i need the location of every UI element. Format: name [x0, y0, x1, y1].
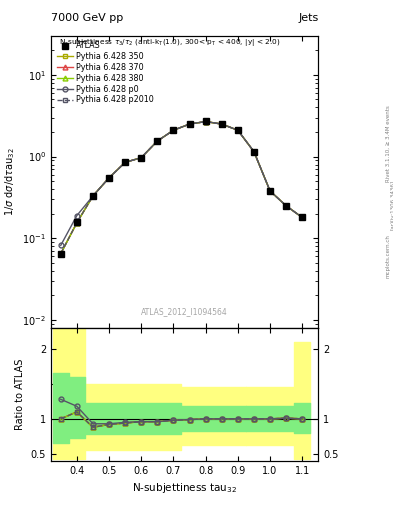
Text: [arXiv:1306.3436]: [arXiv:1306.3436]	[389, 180, 393, 230]
Text: N-subjettiness $\tau_3/\tau_2$ (anti-k$_\mathrm{T}$(1.0), 300< p$_\mathrm{T}$ < : N-subjettiness $\tau_3/\tau_2$ (anti-k$_…	[59, 37, 281, 48]
Y-axis label: Ratio to ATLAS: Ratio to ATLAS	[15, 359, 25, 430]
Text: mcplots.cern.ch: mcplots.cern.ch	[386, 234, 390, 278]
Text: Rivet 3.1.10, ≥ 3.4M events: Rivet 3.1.10, ≥ 3.4M events	[386, 105, 390, 182]
X-axis label: N-subjettiness tau$_{32}$: N-subjettiness tau$_{32}$	[132, 481, 237, 495]
Legend: ATLAS, Pythia 6.428 350, Pythia 6.428 370, Pythia 6.428 380, Pythia 6.428 p0, Py: ATLAS, Pythia 6.428 350, Pythia 6.428 37…	[55, 40, 155, 106]
Text: Jets: Jets	[298, 13, 318, 23]
Text: 7000 GeV pp: 7000 GeV pp	[51, 13, 123, 23]
Text: ATLAS_2012_I1094564: ATLAS_2012_I1094564	[141, 307, 228, 316]
Y-axis label: 1/$\sigma$ d$\sigma$/d$\tau$au$_{32}$: 1/$\sigma$ d$\sigma$/d$\tau$au$_{32}$	[3, 147, 17, 216]
